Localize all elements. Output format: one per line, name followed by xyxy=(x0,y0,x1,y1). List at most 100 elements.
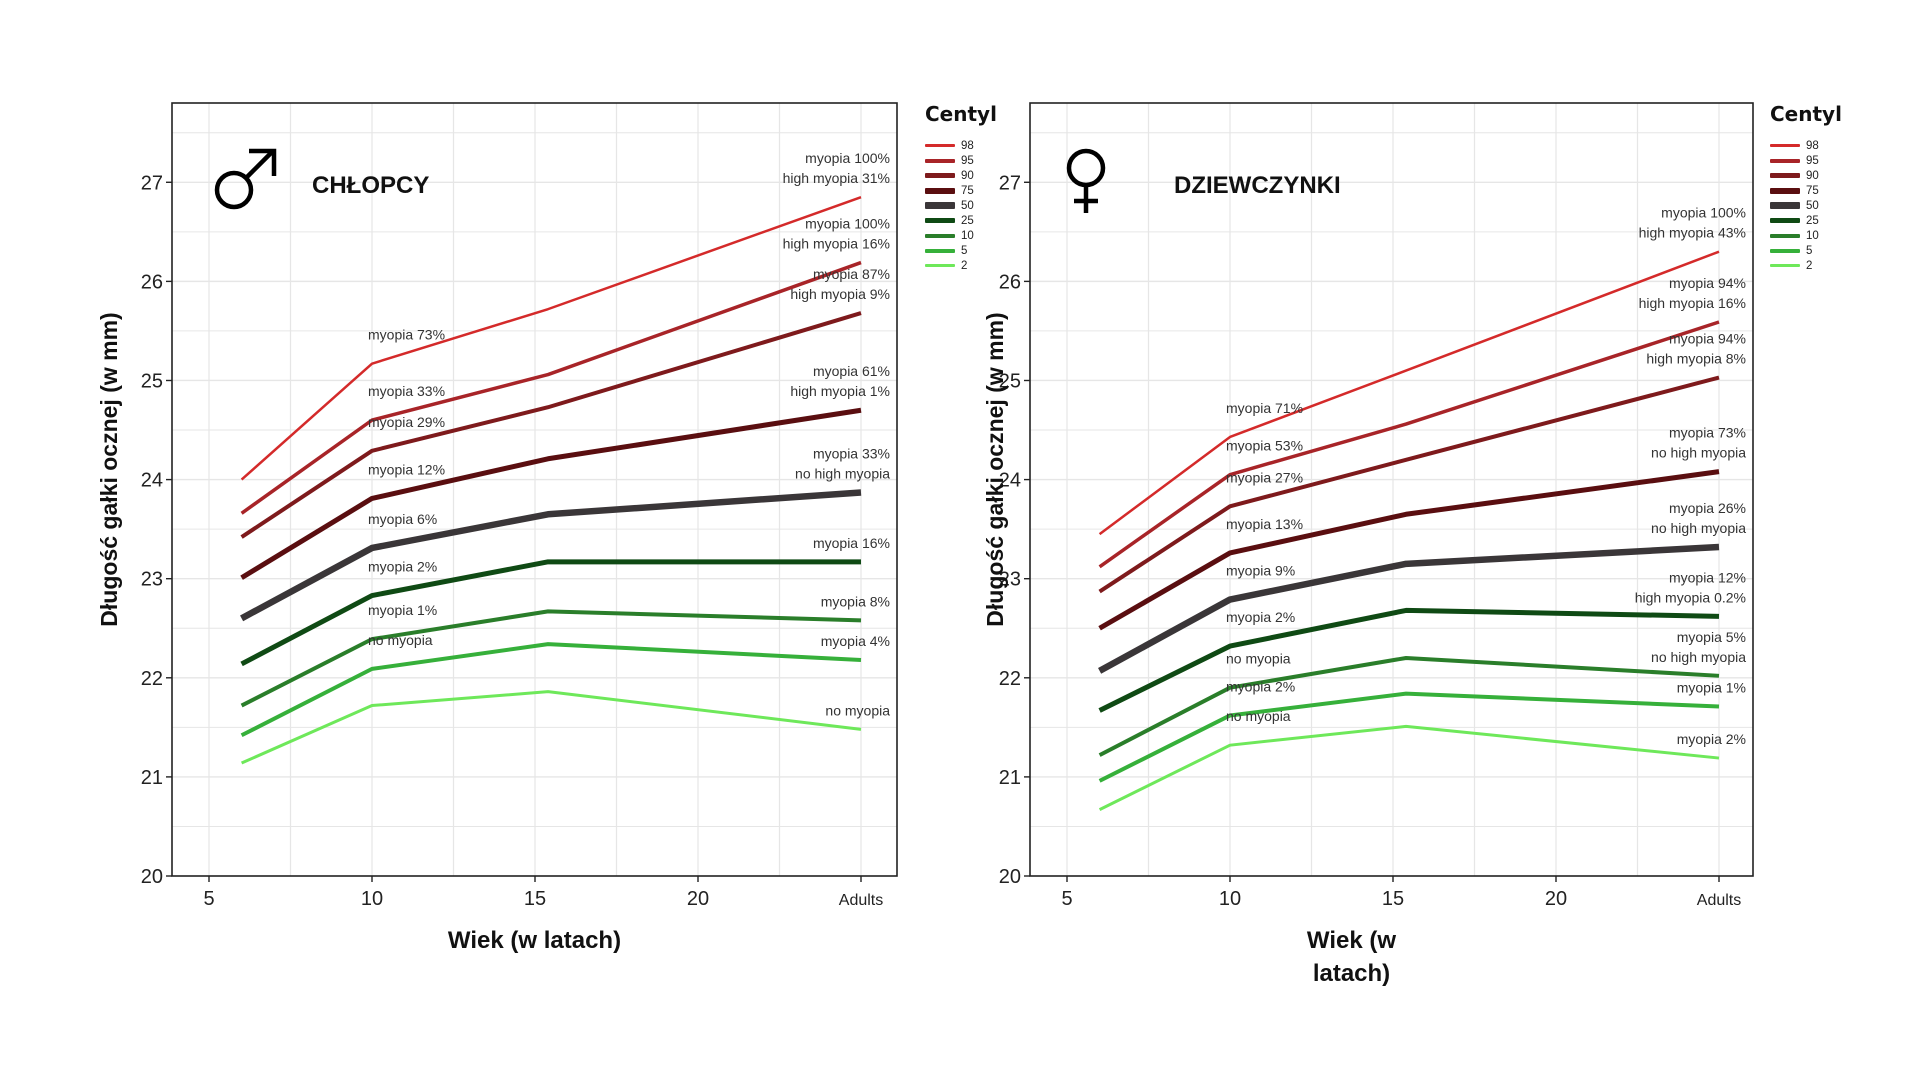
legend-label: 95 xyxy=(961,154,974,167)
series-line-50 xyxy=(1098,543,1720,674)
girls-legend: Centyl 98 95 90 75 50 25 10 5 2 xyxy=(1770,102,1842,273)
male-symbol-icon xyxy=(214,148,277,210)
y-tick-label: 24 xyxy=(141,470,163,492)
annotation-age10: myopia 27% xyxy=(1226,469,1303,485)
x-tick-label: Adults xyxy=(1697,892,1741,909)
legend-item-75: 75 xyxy=(1770,183,1842,198)
legend-label: 2 xyxy=(1806,259,1813,272)
legend-item-95: 95 xyxy=(1770,153,1842,168)
annotation-age10: myopia 2% xyxy=(368,559,437,575)
boys-legend: Centyl 98 95 90 75 50 25 10 5 2 xyxy=(925,102,997,273)
series-line-98 xyxy=(240,195,862,481)
grid xyxy=(1030,103,1753,876)
annotation-age10: myopia 53% xyxy=(1226,438,1303,454)
annotation-adults: high myopia 8% xyxy=(1646,351,1746,367)
y-tick-label: 22 xyxy=(999,668,1021,690)
annotation-adults: myopia 26% xyxy=(1669,500,1746,516)
annotation-adults: no high myopia xyxy=(1651,649,1746,665)
legend-label: 50 xyxy=(1806,199,1819,212)
annotation-adults: myopia 4% xyxy=(821,633,890,649)
annotation-age10: myopia 29% xyxy=(368,414,445,430)
legend-item-2: 2 xyxy=(925,258,997,273)
legend-label: 98 xyxy=(961,139,974,152)
x-tick-label: 20 xyxy=(687,888,709,910)
annotation-adults: high myopia 31% xyxy=(783,170,890,186)
legend-swatch xyxy=(1770,218,1800,223)
series-line-75 xyxy=(240,407,862,580)
annotation-adults: no myopia xyxy=(825,702,890,718)
series-line-5 xyxy=(1098,691,1720,783)
legend-item-50: 50 xyxy=(925,198,997,213)
annotation-adults: myopia 87% xyxy=(813,266,890,282)
legend-label: 2 xyxy=(961,259,968,272)
legend-swatch xyxy=(1770,264,1800,267)
x-tick-label: 15 xyxy=(1382,888,1404,910)
annotation-age10: myopia 71% xyxy=(1226,400,1303,416)
annotation-adults: high myopia 1% xyxy=(790,383,890,399)
legend-item-5: 5 xyxy=(1770,243,1842,258)
legend-swatch xyxy=(1770,144,1800,147)
annotation-age10: myopia 2% xyxy=(1226,678,1295,694)
legend-title: Centyl xyxy=(1770,102,1842,126)
legend-swatch xyxy=(1770,233,1800,238)
series-line-90 xyxy=(1098,375,1720,594)
y-tick-label: 23 xyxy=(999,569,1021,591)
annotation-adults: myopia 2% xyxy=(1677,731,1746,747)
annotation-adults: myopia 5% xyxy=(1677,629,1746,645)
legend-swatch xyxy=(1770,248,1800,253)
series-line-95 xyxy=(240,260,862,515)
y-tick-label: 20 xyxy=(999,866,1021,888)
legend-swatch xyxy=(925,158,955,163)
x-tick-label: 10 xyxy=(361,888,383,910)
female-symbol-icon xyxy=(1066,148,1106,213)
series-line-10 xyxy=(240,609,862,708)
legend-title: Centyl xyxy=(925,102,997,126)
annotation-adults: myopia 12% xyxy=(1669,569,1746,585)
legend-item-2: 2 xyxy=(1770,258,1842,273)
legend-swatch xyxy=(925,248,955,253)
legend-label: 10 xyxy=(961,229,974,242)
girls-chart-panel: 20 21 22 23 24 25 26 27 5 10 15 20 Adults Długość gał… xyxy=(960,0,1920,1080)
y-tick-label: 24 xyxy=(999,470,1021,492)
legend-label: 25 xyxy=(961,214,974,227)
legend-item-50: 50 xyxy=(1770,198,1842,213)
legend-label: 90 xyxy=(961,169,974,182)
legend-label: 75 xyxy=(961,184,974,197)
annotation-adults: myopia 94% xyxy=(1669,331,1746,347)
legend-swatch xyxy=(1770,158,1800,163)
x-axis-title: Wiek (w xyxy=(1307,927,1396,954)
legend-label: 95 xyxy=(1806,154,1819,167)
annotation-adults: myopia 73% xyxy=(1669,425,1746,441)
annotation-adults: myopia 33% xyxy=(813,445,890,461)
annotation-adults: high myopia 16% xyxy=(783,236,890,252)
annotation-adults: high myopia 0.2% xyxy=(1635,589,1746,605)
legend-item-98: 98 xyxy=(925,138,997,153)
legend-item-25: 25 xyxy=(925,213,997,228)
y-tick-label: 23 xyxy=(141,569,163,591)
legend-label: 10 xyxy=(1806,229,1819,242)
annotation-adults: high myopia 16% xyxy=(1639,295,1746,311)
legend-item-75: 75 xyxy=(925,183,997,198)
annotation-age10: myopia 33% xyxy=(368,383,445,399)
annotation-age10: myopia 12% xyxy=(368,461,445,477)
legend-swatch xyxy=(925,173,955,178)
chart-title: DZIEWCZYNKI xyxy=(1174,172,1341,199)
legend-label: 90 xyxy=(1806,169,1819,182)
legend-item-25: 25 xyxy=(1770,213,1842,228)
annotation-adults: no high myopia xyxy=(1651,445,1746,461)
series-line-10 xyxy=(1098,655,1720,757)
annotation-adults: myopia 100% xyxy=(805,150,890,166)
legend-swatch xyxy=(925,202,955,209)
y-tick-label: 22 xyxy=(141,668,163,690)
x-axis-title: latach) xyxy=(1313,960,1390,987)
annotation-age10: myopia 2% xyxy=(1226,609,1295,625)
legend-swatch xyxy=(925,233,955,238)
y-axis-title: Długość gałki ocznej (w mm) xyxy=(96,312,122,626)
y-axis-title: Długość gałki ocznej (w mm) xyxy=(982,312,1008,626)
legend-item-10: 10 xyxy=(1770,228,1842,243)
legend-swatch xyxy=(925,218,955,223)
y-tick-label: 25 xyxy=(141,370,163,392)
annotation-age10: myopia 1% xyxy=(368,602,437,618)
series-line-2 xyxy=(1098,724,1720,811)
annotation-age10: myopia 73% xyxy=(368,327,445,343)
